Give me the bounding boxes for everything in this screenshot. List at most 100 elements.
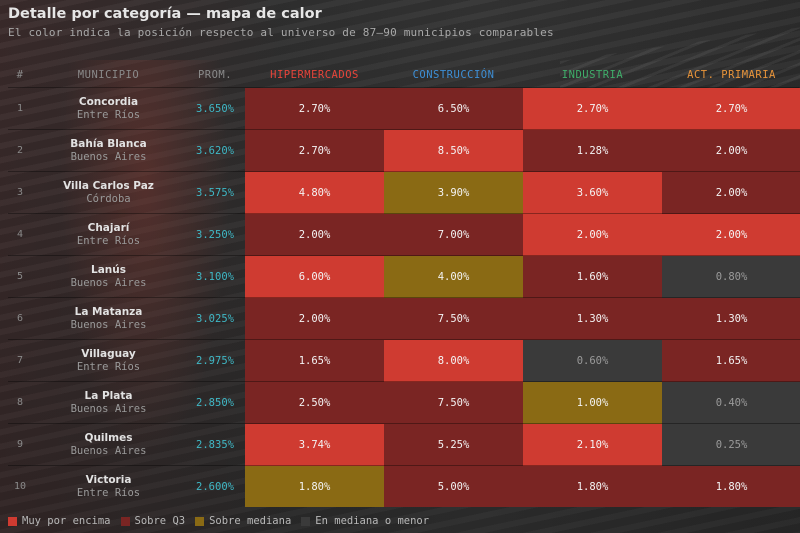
municipio-province: Buenos Aires: [70, 402, 147, 415]
municipio-cell: Villa Carlos Paz Córdoba: [32, 171, 185, 214]
heat-cell-industria[interactable]: 2.00%: [523, 213, 662, 256]
heat-cell-hipermercados[interactable]: 2.70%: [245, 87, 384, 130]
municipio-province: Córdoba: [86, 192, 131, 205]
heat-cell-hipermercados[interactable]: 2.00%: [245, 213, 384, 256]
table-row[interactable]: 5 Lanús Buenos Aires 3.100% 6.00% 4.00% 1.60% 0…: [8, 255, 800, 298]
legend-label: Muy por encima: [22, 515, 111, 527]
promedio-value: 3.575%: [185, 171, 245, 214]
row-index: 4: [8, 213, 32, 256]
heat-cell-construccion[interactable]: 7.00%: [384, 213, 523, 256]
municipio-province: Entre Ríos: [76, 360, 141, 373]
table-header-row: # MUNICIPIO PROM. HIPERMERCADOS CONSTRUC…: [8, 63, 800, 88]
municipio-province: Buenos Aires: [70, 444, 147, 457]
row-index: 2: [8, 129, 32, 172]
heat-cell-industria[interactable]: 2.70%: [523, 87, 662, 130]
table-row[interactable]: 1 Concordia Entre Ríos 3.650% 2.70% 6.50% 2.70…: [8, 87, 800, 130]
municipio-cell: Chajarí Entre Ríos: [32, 213, 185, 256]
municipio-name: Concordia: [78, 95, 139, 108]
municipio-name: Victoria: [85, 473, 132, 486]
heat-cell-construccion[interactable]: 8.00%: [384, 339, 523, 382]
column-header-index[interactable]: #: [16, 69, 24, 81]
heat-cell-hipermercados[interactable]: 3.74%: [245, 423, 384, 466]
heat-cell-construccion[interactable]: 8.50%: [384, 129, 523, 172]
promedio-value: 3.650%: [185, 87, 245, 130]
municipio-province: Entre Ríos: [76, 108, 141, 121]
municipio-name: Lanús: [91, 263, 126, 276]
heat-cell-construccion[interactable]: 7.50%: [384, 297, 523, 340]
municipio-province: Buenos Aires: [70, 318, 147, 331]
heat-cell-construccion[interactable]: 6.50%: [384, 87, 523, 130]
column-header-promedio[interactable]: PROM.: [197, 69, 233, 81]
municipio-province: Buenos Aires: [70, 150, 147, 163]
heatmap-table: # MUNICIPIO PROM. HIPERMERCADOS CONSTRUC…: [8, 63, 800, 507]
legend-label: En mediana o menor: [315, 515, 430, 527]
table-row[interactable]: 4 Chajarí Entre Ríos 3.250% 2.00% 7.00% 2.00% 2…: [8, 213, 800, 256]
heat-cell-act-primaria[interactable]: 1.80%: [662, 465, 800, 507]
heat-cell-industria[interactable]: 1.28%: [523, 129, 662, 172]
heat-cell-act-primaria[interactable]: 1.30%: [662, 297, 800, 340]
municipio-name: Quilmes: [84, 431, 133, 444]
heat-cell-construccion[interactable]: 5.25%: [384, 423, 523, 466]
table-row[interactable]: 6 La Matanza Buenos Aires 3.025% 2.00% 7.50% 1…: [8, 297, 800, 340]
municipio-cell: Concordia Entre Ríos: [32, 87, 185, 130]
heat-cell-hipermercados[interactable]: 2.00%: [245, 297, 384, 340]
table-row[interactable]: 10 Victoria Entre Ríos 2.600% 1.80% 5.00% 1.80…: [8, 465, 800, 507]
municipio-name: La Matanza: [74, 305, 143, 318]
row-index: 6: [8, 297, 32, 340]
heat-cell-act-primaria[interactable]: 0.25%: [662, 423, 800, 466]
municipio-province: Buenos Aires: [70, 276, 147, 289]
table-row[interactable]: 9 Quilmes Buenos Aires 2.835% 3.74% 5.25% 2.10…: [8, 423, 800, 466]
row-index: 7: [8, 339, 32, 382]
heat-cell-hipermercados[interactable]: 2.50%: [245, 381, 384, 424]
heat-cell-act-primaria[interactable]: 0.80%: [662, 255, 800, 298]
heat-cell-industria[interactable]: 0.60%: [523, 339, 662, 382]
legend-swatch: [8, 516, 17, 526]
heat-cell-industria[interactable]: 2.10%: [523, 423, 662, 466]
legend-swatch: [301, 516, 311, 526]
municipio-cell: Villaguay Entre Ríos: [32, 339, 185, 382]
heat-cell-industria[interactable]: 1.30%: [523, 297, 662, 340]
column-header-municipio[interactable]: MUNICIPIO: [77, 69, 140, 81]
column-header-industria[interactable]: INDUSTRIA: [561, 69, 624, 81]
heat-cell-industria[interactable]: 1.00%: [523, 381, 662, 424]
legend-item-muy-por-encima: Muy por encima: [8, 515, 111, 527]
heat-cell-construccion[interactable]: 4.00%: [384, 255, 523, 298]
municipio-cell: Quilmes Buenos Aires: [32, 423, 185, 466]
heat-cell-construccion[interactable]: 7.50%: [384, 381, 523, 424]
heat-cell-act-primaria[interactable]: 0.40%: [662, 381, 800, 424]
municipio-name: Villaguay: [81, 347, 136, 360]
heat-cell-hipermercados[interactable]: 2.70%: [245, 129, 384, 172]
heatmap-legend: Muy por encima Sobre Q3 Sobre mediana En…: [8, 515, 439, 527]
heat-cell-act-primaria[interactable]: 2.00%: [662, 213, 800, 256]
heat-cell-industria[interactable]: 3.60%: [523, 171, 662, 214]
table-row[interactable]: 3 Villa Carlos Paz Córdoba 3.575% 4.80% 3.90%…: [8, 171, 800, 214]
column-header-construccion[interactable]: CONSTRUCCIÓN: [412, 69, 495, 81]
table-row[interactable]: 7 Villaguay Entre Ríos 2.975% 1.65% 8.00% 0.60…: [8, 339, 800, 382]
table-row[interactable]: 8 La Plata Buenos Aires 2.850% 2.50% 7.50% 1.0…: [8, 381, 800, 424]
page-title: Detalle por categoría — mapa de calor: [8, 6, 322, 22]
heat-cell-construccion[interactable]: 5.00%: [384, 465, 523, 507]
heat-cell-hipermercados[interactable]: 1.80%: [245, 465, 384, 507]
municipio-cell: Victoria Entre Ríos: [32, 465, 185, 507]
municipio-cell: Lanús Buenos Aires: [32, 255, 185, 298]
heat-cell-hipermercados[interactable]: 1.65%: [245, 339, 384, 382]
municipio-province: Entre Ríos: [76, 234, 141, 247]
promedio-value: 3.025%: [185, 297, 245, 340]
heat-cell-act-primaria[interactable]: 1.65%: [662, 339, 800, 382]
heat-cell-hipermercados[interactable]: 6.00%: [245, 255, 384, 298]
column-header-act-primaria[interactable]: ACT. PRIMARIA: [687, 69, 776, 81]
heat-cell-industria[interactable]: 1.80%: [523, 465, 662, 507]
legend-label: Sobre Q3: [134, 515, 186, 527]
column-header-hipermercados[interactable]: HIPERMERCADOS: [270, 69, 359, 81]
heat-cell-construccion[interactable]: 3.90%: [384, 171, 523, 214]
legend-swatch: [120, 516, 130, 526]
table-row[interactable]: 2 Bahía Blanca Buenos Aires 3.620% 2.70% 8.50…: [8, 129, 800, 172]
municipio-cell: La Plata Buenos Aires: [32, 381, 185, 424]
heat-cell-industria[interactable]: 1.60%: [523, 255, 662, 298]
heat-cell-act-primaria[interactable]: 2.00%: [662, 171, 800, 214]
heat-cell-act-primaria[interactable]: 2.00%: [662, 129, 800, 172]
legend-item-sobre-q3: Sobre Q3: [120, 515, 186, 527]
row-index: 5: [8, 255, 32, 298]
heat-cell-act-primaria[interactable]: 2.70%: [662, 87, 800, 130]
heat-cell-hipermercados[interactable]: 4.80%: [245, 171, 384, 214]
